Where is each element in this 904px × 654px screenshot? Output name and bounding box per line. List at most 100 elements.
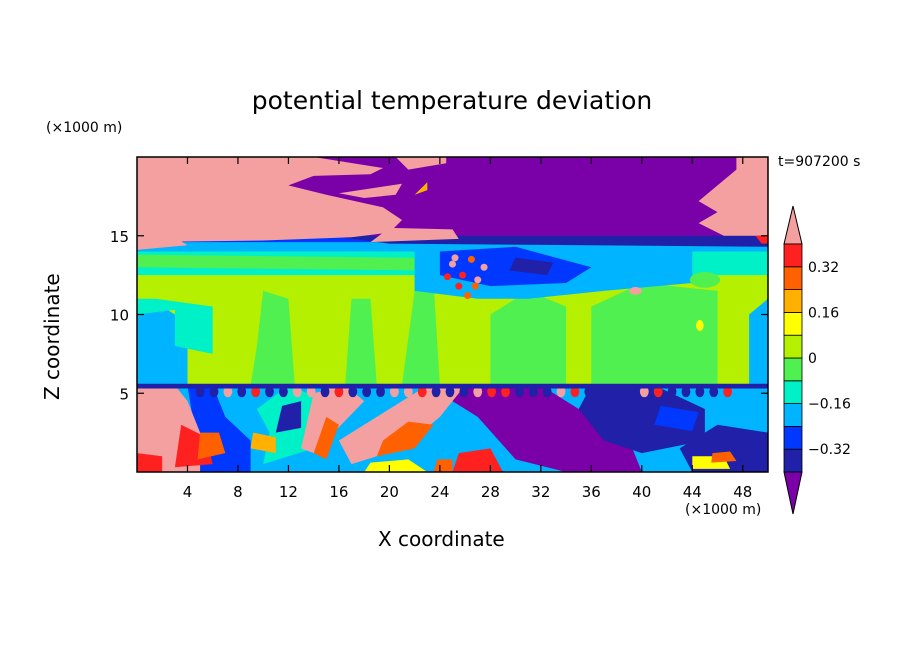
- x-tick-label: 4: [183, 483, 193, 501]
- colorbar-swatch: [783, 380, 803, 404]
- x-tick-label: 28: [481, 483, 500, 501]
- x-axis-title: X coordinate: [378, 527, 505, 551]
- interface-wave-blob: [639, 386, 649, 398]
- speckle-blob: [451, 254, 459, 262]
- interface-wave-blob: [626, 386, 635, 398]
- colorbar-swatch: [783, 311, 803, 336]
- colorbar-swatch: [783, 403, 803, 427]
- interface-wave-blob: [473, 386, 483, 398]
- lower-layer-orange-blob-2: [711, 451, 737, 463]
- colorbar-swatch: [783, 289, 803, 313]
- colorbar-swatch: [783, 357, 803, 382]
- lower-layer-orange-band: [376, 421, 434, 457]
- interface-wave-blob: [598, 386, 608, 398]
- interface-wave-blob: [709, 386, 719, 398]
- x-tick-label: 20: [380, 483, 399, 501]
- green-patch: [689, 271, 721, 288]
- lower-layer-orange-left: [197, 432, 226, 460]
- interface-wave-blob: [362, 386, 372, 398]
- upper-mid-band-green: [137, 254, 415, 271]
- interface-wave-blob: [390, 386, 399, 398]
- interface-wave-blob: [376, 386, 385, 398]
- interface-wave-blob: [653, 386, 663, 398]
- upper-layer-pink-top: [395, 157, 447, 170]
- interface-wave-blob: [320, 386, 330, 398]
- colorbar-swatch: [783, 243, 803, 268]
- mid-layer-green-column-4: [490, 290, 567, 386]
- time-label: t=907200 s: [778, 154, 861, 170]
- speckle-blob: [474, 276, 482, 284]
- speckle-blob: [448, 260, 457, 268]
- x-tick-label: 40: [632, 483, 651, 501]
- interface-wave-blob: [292, 386, 302, 398]
- mid-layer-cyan-patch-left: [137, 306, 188, 386]
- x-unit-label: (×1000 m): [685, 502, 762, 518]
- mid-layer-green-column-2: [345, 298, 377, 386]
- upper-layer-orange-fleck: [414, 182, 428, 195]
- lower-layer-pink-diagonal: [338, 385, 466, 465]
- colorbar-swatch: [783, 448, 803, 473]
- interface-wave-blob: [487, 386, 497, 398]
- lower-layer-orange-plume: [313, 416, 339, 460]
- lower-layer-orange-band-2: [433, 459, 453, 472]
- interface-wave-blob: [237, 386, 247, 398]
- mid-layer-cyan-patch-right: [749, 298, 768, 386]
- interface-wave-blob: [459, 386, 469, 398]
- x-tick-label: 24: [430, 483, 449, 501]
- mid-layer-green-column-1: [250, 290, 295, 386]
- interface-wave-blob: [223, 386, 233, 398]
- interface-wave-blob: [445, 386, 455, 398]
- lower-layer-blue-patch-2: [654, 405, 699, 432]
- interface-wave-blob: [528, 386, 538, 398]
- interface-wave-blob: [265, 386, 274, 398]
- upper-layer-pink-sliver: [137, 237, 188, 250]
- speckle-blob: [455, 282, 463, 290]
- upper-layer-red-fleck: [755, 235, 768, 244]
- upper-mid-band-navy: [509, 257, 554, 276]
- colorbar-label: −0.32: [808, 442, 851, 458]
- interface-wave-blob: [667, 386, 677, 398]
- lower-layer-yellow-band: [364, 459, 428, 472]
- x-tick-label: 36: [582, 483, 601, 501]
- y-tick-label: 15: [110, 228, 129, 246]
- colorbar: 0.32 0.16 0 −0.16 −0.32: [783, 205, 851, 515]
- interface-wave-blob: [514, 386, 524, 398]
- mid-layer-green-column-3: [402, 283, 440, 386]
- interface-wave-blob: [334, 386, 344, 398]
- speckle-blob: [467, 255, 475, 263]
- contour-field: [137, 157, 768, 472]
- speckle-blob: [480, 263, 488, 271]
- speckle-blob: [464, 292, 472, 300]
- interface-wave-blob: [417, 386, 427, 398]
- colorbar-swatch: [783, 334, 803, 359]
- colorbar-extend-low: [783, 471, 803, 515]
- lower-layer-purple-block: [427, 385, 642, 472]
- interface-wave-blob: [209, 386, 219, 398]
- x-tick-label: 8: [233, 483, 243, 501]
- colorbar-label: 0.32: [808, 260, 839, 276]
- lower-layer-navy-patch-1: [275, 401, 302, 433]
- upper-layer-pink-right: [698, 157, 768, 236]
- interface-line: [137, 383, 768, 389]
- interface-wave-blob: [556, 386, 566, 398]
- chart-title: potential temperature deviation: [251, 86, 653, 115]
- interface-wave-blob: [278, 386, 288, 398]
- upper-layer-pink-lens: [370, 227, 459, 243]
- lower-layer-navy-patch-2: [578, 385, 705, 454]
- colorbar-label: 0.16: [808, 305, 839, 321]
- colorbar-extend-high: [783, 205, 803, 245]
- yellow-blob: [696, 320, 704, 332]
- x-tick-label: 16: [329, 483, 348, 501]
- interface-wave-blob: [348, 386, 358, 398]
- colorbar-swatch: [783, 266, 803, 290]
- interface-wave-blob: [306, 386, 316, 398]
- mid-layer-teal-patch-left: [137, 298, 213, 354]
- interface-wave-blob: [681, 386, 691, 398]
- x-tick-label: 44: [683, 483, 702, 501]
- colorbar-swatch: [783, 425, 803, 450]
- interface-wave-blob: [695, 386, 705, 398]
- mid-layer-green-column-5: [591, 283, 718, 386]
- interface-wave-blob: [403, 386, 413, 398]
